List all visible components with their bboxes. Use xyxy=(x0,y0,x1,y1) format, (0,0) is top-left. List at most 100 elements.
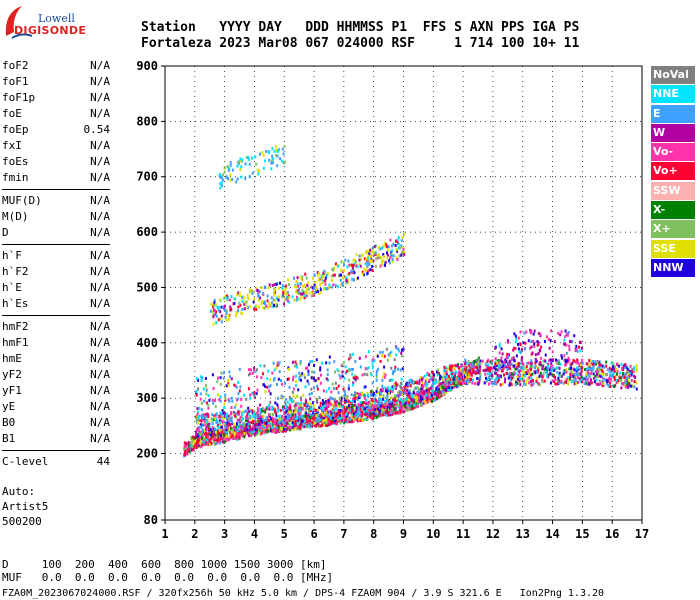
echo-point xyxy=(220,320,223,324)
x-tick-label: 15 xyxy=(575,527,589,541)
echo-point xyxy=(490,362,493,366)
echo-point xyxy=(304,415,307,419)
echo-point xyxy=(241,299,244,303)
echo-point xyxy=(272,298,275,302)
echo-point xyxy=(185,449,188,453)
echo-point xyxy=(604,378,607,382)
echo-point xyxy=(256,388,259,392)
x-tick-label: 3 xyxy=(221,527,228,541)
echo-point xyxy=(581,361,584,365)
echo-point xyxy=(401,387,404,391)
echo-point xyxy=(623,364,626,368)
echo-point xyxy=(598,374,601,378)
echo-point xyxy=(361,391,364,395)
echo-point xyxy=(593,380,596,384)
echo-point xyxy=(433,381,436,385)
echo-point xyxy=(532,332,535,336)
echo-point xyxy=(492,381,495,385)
echo-point xyxy=(232,436,235,440)
echo-point xyxy=(305,417,308,421)
param-name: foF2 xyxy=(2,59,29,72)
echo-point xyxy=(403,404,406,408)
echo-point xyxy=(211,310,214,314)
echo-point xyxy=(322,405,325,409)
x-tick-label: 8 xyxy=(370,527,377,541)
echo-point xyxy=(342,262,345,266)
auto-label: Auto: xyxy=(2,485,36,498)
echo-point xyxy=(456,364,459,368)
echo-point xyxy=(633,385,636,389)
echo-point xyxy=(618,371,621,375)
echo-point xyxy=(401,236,404,240)
echo-point xyxy=(239,303,242,307)
echo-point xyxy=(471,381,474,385)
echo-point xyxy=(376,400,379,404)
echo-point xyxy=(287,425,290,429)
echo-point xyxy=(440,394,443,398)
echo-point xyxy=(382,394,385,398)
echo-point xyxy=(523,372,526,376)
echo-point xyxy=(421,379,424,383)
echo-point xyxy=(607,379,610,383)
echo-point xyxy=(479,365,482,369)
logo-lowell: Lowell xyxy=(38,12,75,25)
echo-point xyxy=(217,305,220,309)
param-name: MUF(D) xyxy=(2,194,42,207)
echo-point xyxy=(564,363,567,367)
echo-point xyxy=(285,427,288,431)
echo-point xyxy=(443,369,446,373)
echo-point xyxy=(223,440,226,444)
echo-point xyxy=(255,430,258,434)
echo-point xyxy=(224,421,227,425)
echo-point xyxy=(408,381,411,385)
echo-point xyxy=(257,429,260,433)
param-row: hmF2 N/A xyxy=(2,319,110,335)
echo-point xyxy=(431,396,434,400)
echo-point xyxy=(546,364,549,368)
echo-point xyxy=(314,281,317,285)
echo-point xyxy=(203,428,206,432)
echo-point xyxy=(491,359,494,363)
echo-point xyxy=(405,383,408,387)
echo-point xyxy=(248,288,251,292)
echo-point xyxy=(288,403,291,407)
echo-point xyxy=(211,373,214,377)
echo-point xyxy=(227,381,230,385)
echo-point xyxy=(526,372,529,376)
echo-point xyxy=(403,398,406,402)
echo-point xyxy=(588,382,591,386)
echo-point xyxy=(272,291,275,295)
echo-point xyxy=(556,361,559,365)
echo-point xyxy=(506,367,509,371)
echo-point xyxy=(355,410,358,414)
echo-point xyxy=(438,371,441,375)
echo-point xyxy=(345,369,348,373)
echo-point xyxy=(448,375,451,379)
echo-point xyxy=(257,172,260,176)
echo-point xyxy=(378,409,381,413)
echo-point xyxy=(326,407,329,411)
echo-point xyxy=(248,421,251,425)
echo-point xyxy=(214,416,217,420)
echo-point xyxy=(292,399,295,403)
echo-point xyxy=(304,294,307,298)
echo-point xyxy=(476,366,479,370)
echo-point xyxy=(376,254,379,258)
echo-point xyxy=(338,403,341,407)
echo-point xyxy=(318,292,321,296)
echo-point xyxy=(464,366,467,370)
echo-point xyxy=(420,387,423,391)
echo-point xyxy=(259,364,262,368)
echo-point xyxy=(386,387,389,391)
echo-point xyxy=(327,399,330,403)
echo-point xyxy=(247,412,250,416)
echo-point xyxy=(366,271,369,275)
echo-point xyxy=(387,389,390,393)
echo-point xyxy=(215,321,218,325)
echo-point xyxy=(351,277,354,281)
echo-point xyxy=(533,342,536,346)
echo-point xyxy=(335,400,338,404)
echo-point xyxy=(402,410,405,414)
echo-point xyxy=(502,366,505,370)
echo-point xyxy=(535,379,538,383)
